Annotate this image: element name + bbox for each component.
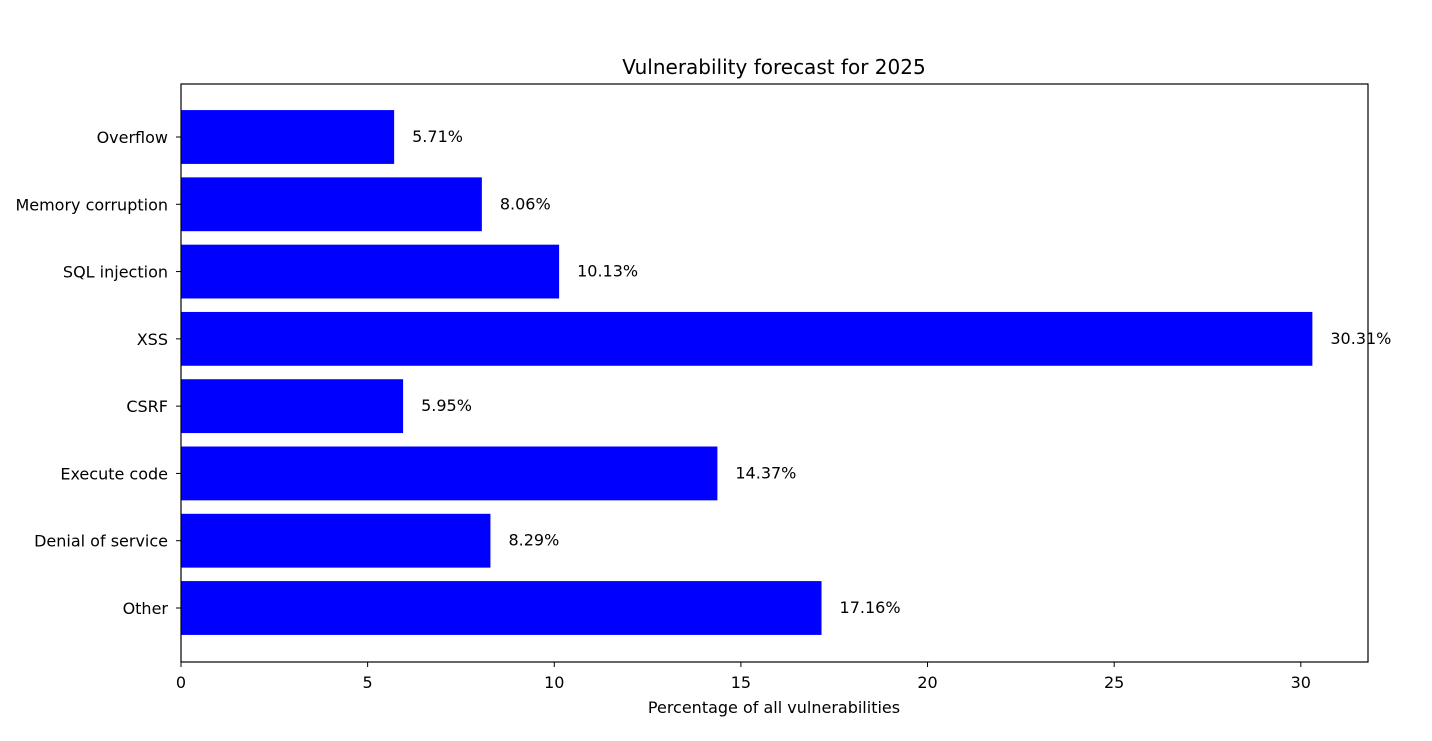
x-tick-label: 25 [1104,673,1124,692]
bar [181,379,404,434]
bar [181,581,822,635]
plot-frame [180,83,1369,663]
data-label: 30.31% [1330,329,1391,348]
y-axis: Overflow Memory corruption SQL injection XS… [15,128,181,618]
bar [181,177,482,232]
y-tick-label: CSRF [126,397,168,416]
y-tick-label: Memory corruption [15,195,168,214]
y-tick-label: Overflow [97,128,168,147]
y-tick-label: Execute code [60,464,168,483]
data-label: 14.37% [735,463,796,482]
x-tick-label: 0 [176,673,186,692]
bar [181,110,395,164]
bar [181,513,491,568]
x-tick-label: 30 [1291,673,1311,692]
y-tick-label: Other [123,599,169,618]
y-tick-label: Denial of service [34,532,168,551]
x-tick-label: 5 [363,673,373,692]
data-label: 17.16% [840,598,901,617]
y-tick-label: SQL injection [63,263,168,282]
bar [181,311,1313,366]
x-tick-label: 10 [544,673,564,692]
bar [181,244,560,299]
bars-layer: 5.71% 8.06% 10.13% 30.31% 5.95% 14.37% 8.29% 17… [181,110,1391,635]
data-label: 8.29% [508,531,559,550]
data-label: 10.13% [577,262,638,281]
y-tick-label: XSS [137,330,168,349]
data-label: 8.06% [500,194,551,213]
x-tick-label: 15 [731,673,751,692]
data-label: 5.95% [421,396,472,415]
x-tick-label: 20 [917,673,937,692]
x-axis-label: Percentage of all vulnerabilities [648,698,900,717]
bar [181,446,718,501]
chart-title: Vulnerability forecast for 2025 [622,55,925,79]
data-label: 5.71% [412,127,463,146]
x-axis: 0 5 10 15 20 25 30 [176,662,1311,692]
